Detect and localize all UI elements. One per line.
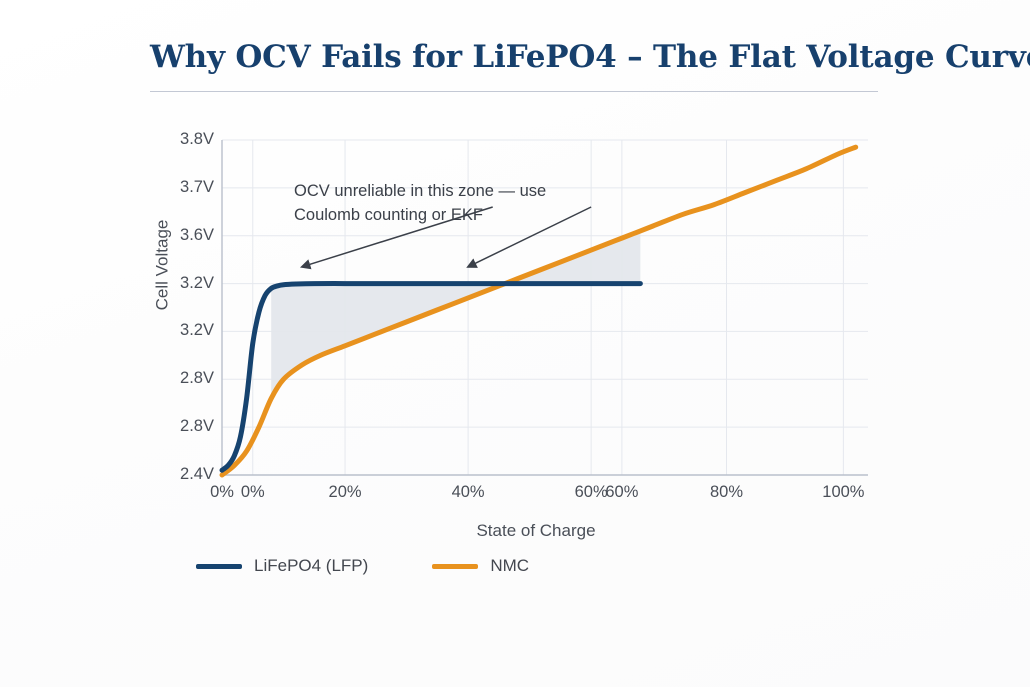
chart-annotation: OCV unreliable in this zone — use Coulom…	[294, 182, 547, 224]
x-axis-tick-label: 60%	[574, 483, 608, 501]
x-axis-tick-label: 20%	[328, 483, 362, 501]
y-axis-tick-label: 3.8V	[180, 130, 214, 148]
legend-label: LiFePO4 (LFP)	[254, 556, 369, 575]
x-axis-tick-label: 0%	[240, 483, 265, 501]
y-axis-title: Cell Voltage	[152, 219, 172, 311]
legend-swatch-icon	[196, 563, 242, 569]
x-axis-tick-label: 100%	[822, 483, 865, 501]
x-axis-tick-label: 80%	[709, 483, 743, 501]
y-axis-tick-labels: 3.8V 3.7V 3.6V 3.2V 3.2V 2.8V 2.8V 2.4V	[158, 0, 214, 687]
x-axis-tick-label: 60%	[605, 483, 639, 501]
y-axis-tick-label: 2.8V	[180, 417, 214, 436]
title-divider	[150, 90, 878, 92]
legend-swatch-icon	[432, 563, 479, 569]
shaded-uncertainty-zone	[271, 230, 641, 399]
y-axis-tick-label: 3.2V	[180, 321, 214, 340]
series-line-nmc	[219, 144, 859, 478]
legend-item[interactable]: NMC	[432, 556, 529, 576]
annotation-arrow	[466, 206, 592, 268]
y-axis-tick-label: 3.6V	[180, 225, 214, 244]
y-axis-tick-label: 3.7V	[180, 177, 214, 196]
y-axis-tick-label: 2.8V	[180, 369, 214, 388]
x-axis-title: State of Charge	[476, 521, 596, 540]
y-axis-tick-label: 2.4V	[180, 465, 214, 483]
chart-legend: LiFePO4 (LFP) NMC	[196, 556, 529, 576]
annotation-arrow	[299, 206, 493, 270]
x-axis-tick-label: 40%	[451, 483, 485, 501]
y-axis-tick-label: 3.2V	[180, 273, 214, 292]
legend-item[interactable]: LiFePO4 (LFP)	[196, 556, 368, 576]
x-axis-tick-labels: 0% 0% 20% 40% 60% 60% 80% 100%	[0, 483, 1030, 507]
series-line-lfp	[219, 281, 643, 473]
x-axis-tick-label: 0%	[210, 483, 234, 501]
legend-label: NMC	[490, 556, 530, 575]
